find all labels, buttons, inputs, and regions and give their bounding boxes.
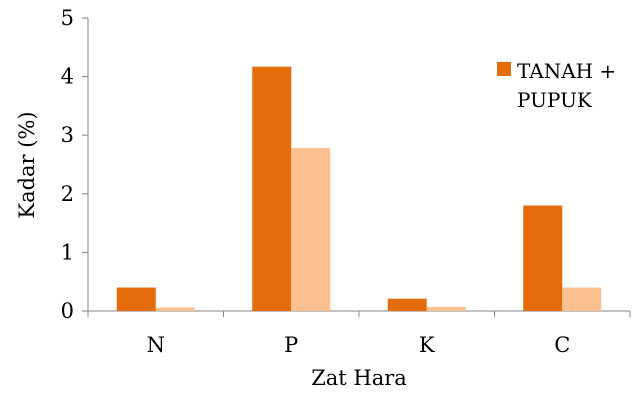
bar-series-2-C bbox=[562, 287, 602, 311]
y-tick-label: 4 bbox=[61, 65, 74, 89]
y-axis-title: Kadar (%) bbox=[15, 111, 39, 218]
y-tick-label: 1 bbox=[61, 240, 74, 264]
legend-label-line-1: TANAH + bbox=[517, 59, 616, 83]
x-tick-label: N bbox=[147, 333, 165, 357]
y-tick-label: 2 bbox=[61, 182, 74, 206]
legend-label-line-2: PUPUK bbox=[517, 88, 593, 112]
y-tick-label: 5 bbox=[61, 6, 74, 30]
x-tick-label: C bbox=[554, 333, 570, 357]
bars bbox=[116, 66, 602, 311]
legend-swatch bbox=[497, 62, 511, 76]
bar-series-2-N bbox=[155, 307, 195, 311]
x-tick-label: P bbox=[284, 333, 298, 357]
x-axis-title: Zat Hara bbox=[311, 366, 407, 390]
bar-series-1-K bbox=[387, 298, 427, 311]
bar-series-2-K bbox=[426, 306, 466, 311]
y-tick-label: 3 bbox=[61, 123, 74, 147]
bar-series-1-N bbox=[116, 287, 156, 311]
y-axis: 0 1 2 3 4 5 bbox=[61, 6, 89, 323]
x-tick-label: K bbox=[419, 333, 435, 357]
y-tick-label: 0 bbox=[61, 299, 74, 323]
bar-series-1-P bbox=[252, 66, 292, 311]
legend: TANAH + PUPUK bbox=[497, 59, 616, 112]
bar-series-1-C bbox=[523, 205, 563, 311]
bar-series-2-P bbox=[291, 148, 331, 311]
